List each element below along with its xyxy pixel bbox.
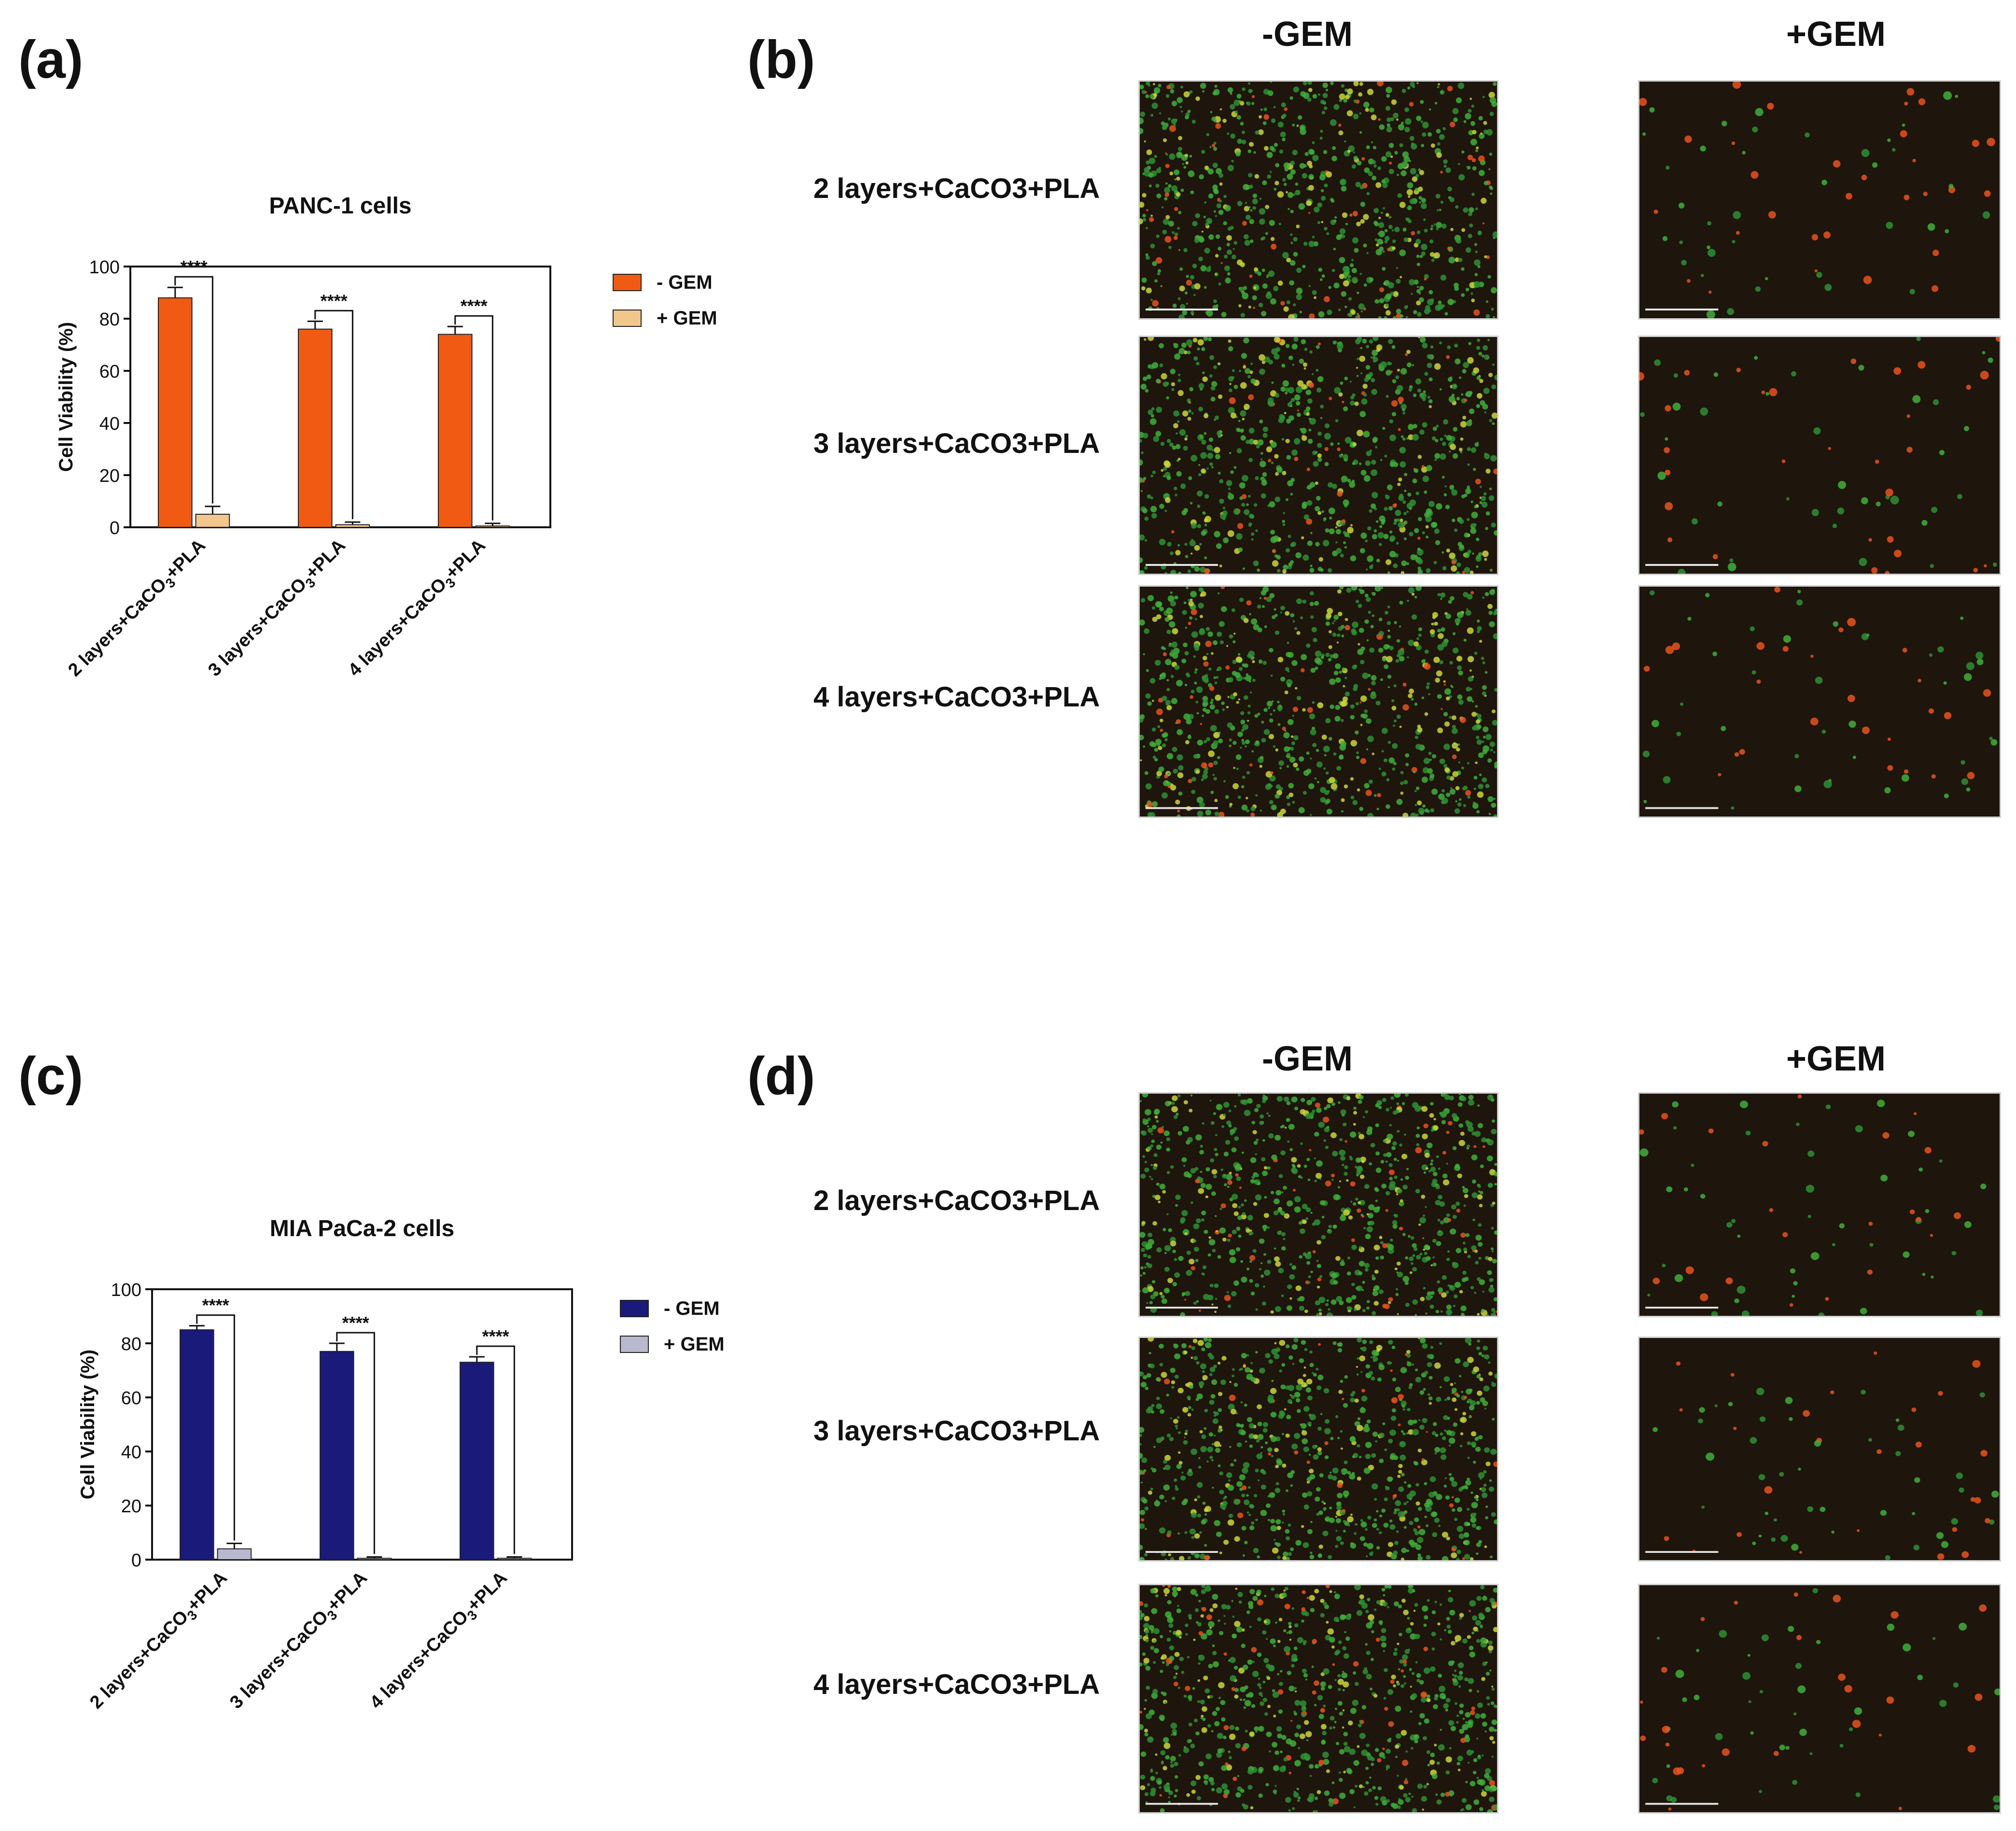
bar xyxy=(497,1558,532,1561)
row-label-4-layers-d: 4 layers+CaCO3+PLA xyxy=(813,1669,1100,1700)
y-tick-label: 0 xyxy=(131,1550,141,1571)
y-tick-label: 100 xyxy=(111,1280,141,1300)
legend-swatch xyxy=(613,310,642,327)
panel-label-a: (a) xyxy=(18,30,84,89)
x-tick-label: 4 layers+CaCO3+PLA xyxy=(344,535,492,683)
chart-miapaca2: MIA PaCa-2 cells 0 20 40 60 80 100 Cell Viabili… xyxy=(77,1216,725,1716)
x-tick-label: 3 layers+CaCO3+PLA xyxy=(204,535,352,683)
row-label-2-layers-d: 2 layers+CaCO3+PLA xyxy=(813,1185,1100,1216)
significance-bracket xyxy=(336,1332,375,1554)
y-tick-label: 100 xyxy=(89,257,120,278)
y-axis-label: Cell Viability (%) xyxy=(77,1350,98,1499)
significance-label: **** xyxy=(342,1313,369,1333)
significance-bracket xyxy=(174,276,213,504)
row-label-3-layers-b: 3 layers+CaCO3+PLA xyxy=(813,428,1100,459)
bar xyxy=(320,1351,354,1560)
bar xyxy=(335,524,370,528)
y-tick-label: 0 xyxy=(110,518,120,538)
significance-bracket xyxy=(476,1345,515,1554)
chart-title: MIA PaCa-2 cells xyxy=(270,1216,454,1241)
legend-swatch xyxy=(613,274,642,291)
panel-label-c: (c) xyxy=(18,1046,84,1106)
row-label-4-layers-b: 4 layers+CaCO3+PLA xyxy=(813,681,1100,713)
legend-swatch xyxy=(620,1336,649,1353)
bar xyxy=(217,1548,252,1560)
row-label-2-layers-b: 2 layers+CaCO3+PLA xyxy=(813,173,1100,204)
column-header-minus-gem-b: -GEM xyxy=(1262,15,1353,54)
bar xyxy=(357,1558,392,1561)
legend-label: + GEM xyxy=(657,308,717,329)
significance-bracket xyxy=(196,1314,235,1541)
bar xyxy=(475,525,510,528)
y-tick-label: 60 xyxy=(99,362,120,382)
legend-label: - GEM xyxy=(657,272,713,293)
column-header-plus-gem-b: +GEM xyxy=(1786,15,1886,54)
micrograph-d-3-layers-minus-gem xyxy=(1138,1337,1498,1562)
significance-label: **** xyxy=(321,291,348,310)
micrograph-d-2-layers-plus-gem xyxy=(1638,1092,2001,1317)
x-tick-label: 2 layers+CaCO3+PLA xyxy=(64,535,212,683)
bar xyxy=(158,297,193,528)
legend-label: - GEM xyxy=(664,1298,720,1319)
bar xyxy=(195,514,230,528)
micrograph-b-2-layers-minus-gem xyxy=(1138,80,1498,320)
row-label-3-layers-d: 3 layers+CaCO3+PLA xyxy=(813,1415,1100,1447)
chart-panc1: PANC-1 cells 0 20 40 60 80 100 Cell Viability (… xyxy=(56,193,717,683)
panel-label-b: (b) xyxy=(747,30,815,89)
y-tick-label: 40 xyxy=(99,414,120,434)
micrograph-b-4-layers-minus-gem xyxy=(1138,585,1498,818)
x-tick-label: 2 layers+CaCO3+PLA xyxy=(86,1568,234,1716)
bar xyxy=(460,1362,494,1560)
micrograph-b-2-layers-plus-gem xyxy=(1638,80,2001,320)
y-axis-label: Cell Viability (%) xyxy=(56,322,77,472)
y-tick-label: 80 xyxy=(99,310,120,330)
x-tick-label: 3 layers+CaCO3+PLA xyxy=(226,1568,374,1716)
micrograph-d-3-layers-plus-gem xyxy=(1638,1337,2001,1562)
micrograph-d-4-layers-plus-gem xyxy=(1638,1584,2001,1814)
column-header-minus-gem-d: -GEM xyxy=(1262,1040,1353,1078)
y-tick-label: 60 xyxy=(121,1388,141,1408)
bar xyxy=(180,1329,214,1560)
significance-bracket xyxy=(314,310,353,520)
micrograph-b-4-layers-plus-gem xyxy=(1638,585,2001,818)
y-tick-label: 40 xyxy=(121,1442,141,1463)
chart-title: PANC-1 cells xyxy=(269,193,411,219)
bar xyxy=(298,328,333,528)
legend-swatch xyxy=(620,1300,649,1317)
significance-label: **** xyxy=(482,1326,509,1346)
x-tick-label: 4 layers+CaCO3+PLA xyxy=(366,1568,514,1716)
micrograph-b-3-layers-plus-gem xyxy=(1638,336,2001,575)
y-tick-label: 20 xyxy=(121,1496,141,1517)
bar xyxy=(438,334,473,528)
micrograph-d-2-layers-minus-gem xyxy=(1138,1092,1498,1317)
significance-bracket xyxy=(454,315,493,521)
micrograph-d-4-layers-minus-gem xyxy=(1138,1584,1498,1814)
legend-label: + GEM xyxy=(664,1334,725,1355)
y-tick-label: 80 xyxy=(121,1334,141,1354)
panel-label-d: (d) xyxy=(747,1046,815,1106)
column-header-plus-gem-d: +GEM xyxy=(1786,1040,1886,1078)
micrograph-b-3-layers-minus-gem xyxy=(1138,336,1498,575)
y-tick-label: 20 xyxy=(99,466,120,486)
significance-label: **** xyxy=(461,296,488,316)
significance-label: **** xyxy=(181,257,208,277)
significance-label: **** xyxy=(202,1296,229,1315)
